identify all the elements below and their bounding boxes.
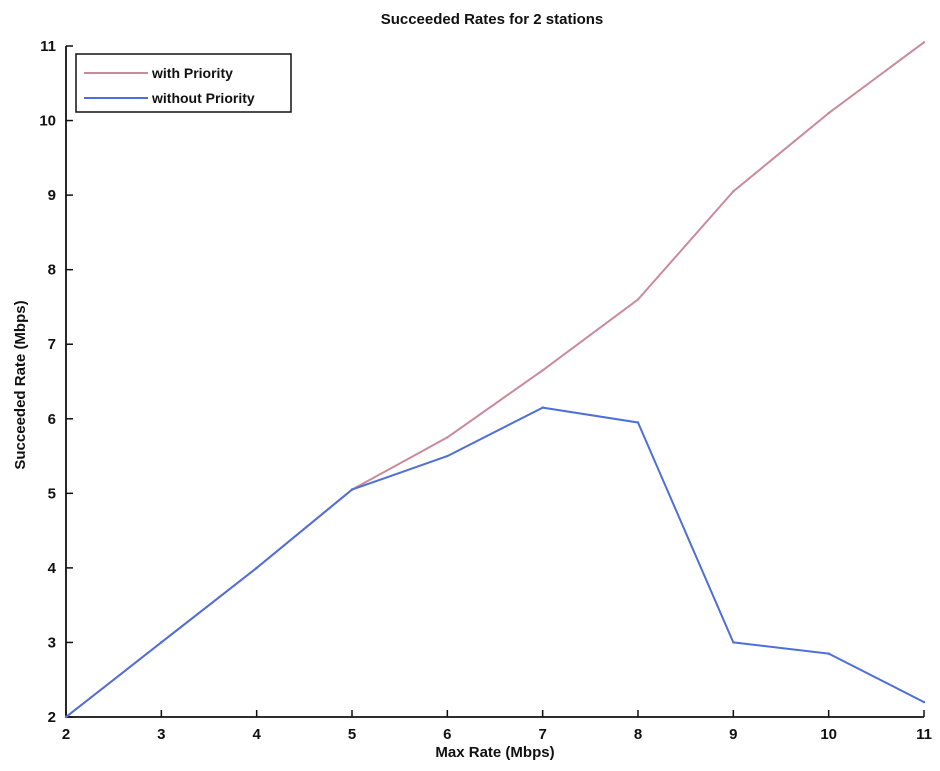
x-tick-label: 3 (157, 726, 165, 743)
data-point (827, 111, 830, 115)
series-line-1 (65, 406, 925, 718)
legend-label-0: with Priority (151, 65, 233, 81)
legend: with Priority without Priority (75, 53, 292, 113)
x-tick-label: 11 (916, 726, 932, 743)
data-point (350, 488, 354, 491)
data-point (541, 369, 544, 372)
y-tick-label: 2 (48, 709, 56, 726)
x-tick-label: 6 (443, 726, 451, 743)
legend-label-1: without Priority (151, 90, 255, 106)
y-tick-label: 7 (48, 336, 56, 353)
data-point (922, 41, 926, 44)
y-axis-label: Succeeded Rate (Mbps) (12, 300, 29, 469)
data-point (732, 190, 735, 193)
y-tick-label: 8 (48, 262, 56, 279)
data-point (827, 652, 830, 655)
data-point (160, 641, 163, 644)
x-axis-label: Max Rate (Mbps) (435, 744, 554, 761)
data-point (541, 406, 544, 409)
data-point (732, 641, 735, 644)
data-point (636, 421, 640, 424)
series-layer (64, 41, 926, 719)
x-tick-label: 10 (820, 726, 837, 743)
y-tick-label: 11 (40, 38, 56, 55)
legend-box (75, 53, 292, 113)
y-tick-label: 5 (48, 485, 56, 502)
data-point (922, 700, 926, 704)
data-point (255, 566, 258, 570)
y-tick-label: 9 (48, 187, 56, 204)
x-tick-label: 5 (348, 726, 356, 743)
data-point (446, 436, 449, 439)
x-tick-label: 7 (538, 726, 546, 743)
data-point (446, 454, 449, 458)
x-tick-label: 2 (62, 726, 70, 743)
y-tick-label: 3 (48, 634, 56, 651)
y-tick-label: 4 (48, 560, 57, 577)
x-tick-label: 8 (634, 726, 642, 743)
x-tick-label: 4 (252, 726, 261, 743)
data-point (636, 298, 640, 301)
chart-title: Succeeded Rates for 2 stations (381, 11, 604, 28)
y-tick-label: 6 (48, 411, 56, 428)
x-tick-label: 9 (729, 726, 737, 743)
data-point (64, 715, 68, 719)
axes: 2 3 4 5 6 7 8 9 10 11 2 3 4 5 6 7 8 9 10 11 (39, 38, 932, 743)
y-tick-label: 10 (39, 113, 56, 130)
